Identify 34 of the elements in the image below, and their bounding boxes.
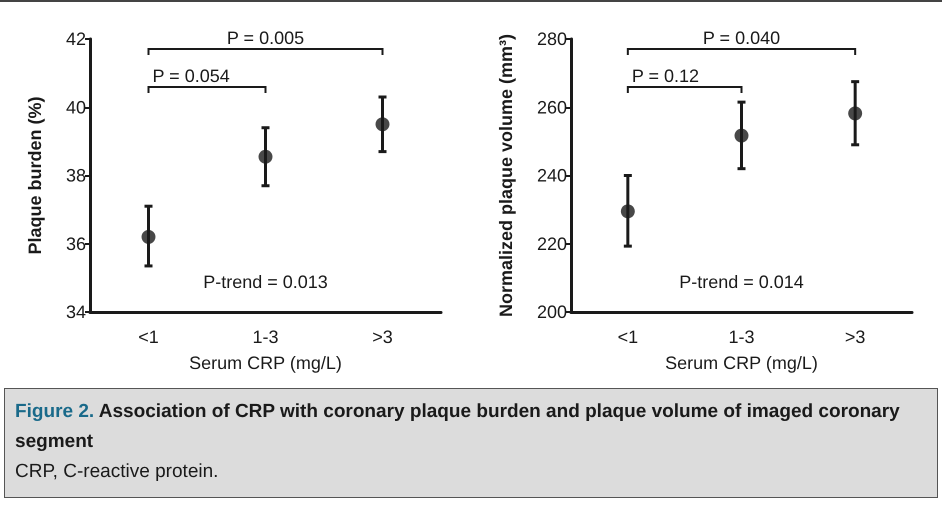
x-tick-label: <1 bbox=[138, 327, 159, 347]
y-tick-label: 38 bbox=[66, 166, 86, 186]
point bbox=[376, 117, 390, 132]
y-axis-title: Normalized plaque volume (mm³) bbox=[496, 34, 516, 318]
y-tick-label: 260 bbox=[536, 97, 567, 118]
text: CRP, C-reactive protein. bbox=[15, 460, 220, 484]
y-tick-label: 42 bbox=[66, 29, 86, 49]
y-tick-label: 280 bbox=[536, 29, 567, 49]
point bbox=[620, 204, 635, 218]
x-axis-title: Serum CRP (mg/L) bbox=[189, 353, 342, 373]
annotation: P = 0.12 bbox=[632, 66, 700, 86]
y-tick-label: 220 bbox=[536, 234, 567, 254]
annotation: P = 0.040 bbox=[702, 28, 780, 48]
y-tick-label: 36 bbox=[66, 234, 86, 254]
point bbox=[848, 106, 862, 120]
annotation: P-trend = 0.014 bbox=[679, 272, 804, 292]
y-tick-label: 200 bbox=[536, 302, 567, 322]
point bbox=[142, 230, 156, 244]
x-tick-label: >3 bbox=[372, 327, 393, 347]
x-tick-label: 1-3 bbox=[252, 327, 279, 347]
y-tick-label: 240 bbox=[536, 166, 567, 186]
y-tick-label: 40 bbox=[66, 97, 86, 118]
x-tick-label: 1-3 bbox=[728, 327, 755, 347]
annotation: P = 0.054 bbox=[152, 66, 230, 86]
annotation: P = 0.005 bbox=[226, 28, 304, 48]
point bbox=[734, 128, 748, 143]
x-tick-label: >3 bbox=[844, 327, 866, 347]
text: Figure 2. Association of CRP with coronary plaque burden and plaque volume of imaged coronary segment bbox=[15, 401, 900, 452]
annotation: P-trend = 0.013 bbox=[203, 272, 328, 292]
y-tick-label: 34 bbox=[66, 302, 86, 322]
y-axis-title: Plaque burden (%) bbox=[25, 96, 45, 255]
x-axis-title: Serum CRP (mg/L) bbox=[665, 353, 818, 373]
x-tick-label: <1 bbox=[618, 327, 638, 347]
point bbox=[258, 150, 272, 164]
